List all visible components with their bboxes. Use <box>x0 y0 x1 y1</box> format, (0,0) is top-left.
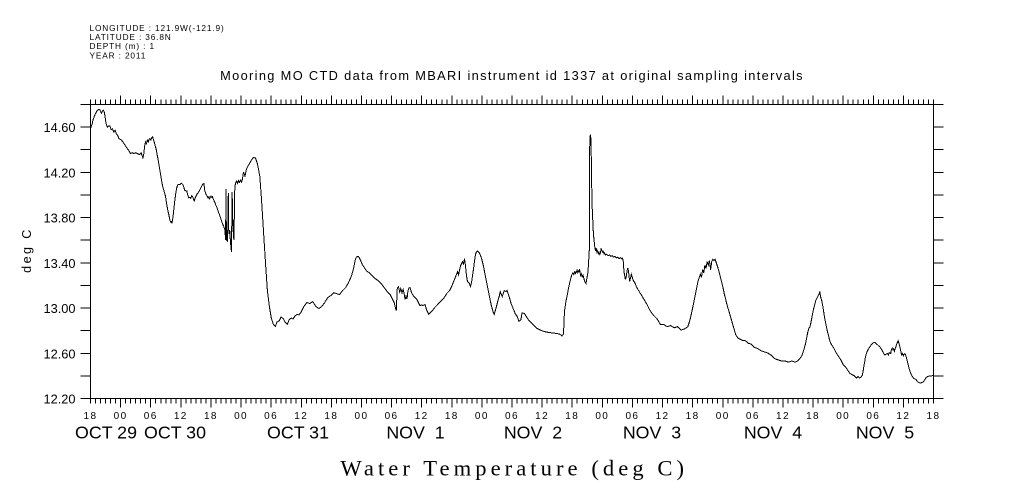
svg-text:12: 12 <box>776 411 790 422</box>
svg-text:deg C: deg C <box>20 227 34 273</box>
svg-text:NOV 2: NOV 2 <box>504 423 562 443</box>
svg-text:12: 12 <box>415 411 429 422</box>
svg-text:06: 06 <box>385 411 399 422</box>
svg-text:NOV 5: NOV 5 <box>856 423 914 443</box>
svg-text:DEPTH (m) : 1: DEPTH (m) : 1 <box>90 41 155 51</box>
svg-text:06: 06 <box>746 411 760 422</box>
svg-text:12: 12 <box>174 411 188 422</box>
svg-text:18: 18 <box>204 411 218 422</box>
svg-text:12.20: 12.20 <box>43 392 75 407</box>
svg-text:12: 12 <box>294 411 308 422</box>
svg-text:NOV 3: NOV 3 <box>623 423 681 443</box>
svg-text:18: 18 <box>686 411 700 422</box>
svg-text:14.60: 14.60 <box>43 120 75 135</box>
svg-text:NOV 4: NOV 4 <box>744 423 802 443</box>
svg-text:13.40: 13.40 <box>43 256 75 271</box>
svg-text:12: 12 <box>535 411 549 422</box>
svg-text:Mooring MO CTD data from MBARI: Mooring MO CTD data from MBARI instrumen… <box>220 68 804 83</box>
svg-text:18: 18 <box>565 411 579 422</box>
svg-text:13.80: 13.80 <box>43 211 75 226</box>
svg-text:00: 00 <box>234 411 248 422</box>
svg-text:NOV 1: NOV 1 <box>386 423 444 443</box>
svg-text:OCT 31: OCT 31 <box>267 423 329 443</box>
svg-text:12.60: 12.60 <box>43 346 75 361</box>
svg-text:18: 18 <box>84 411 98 422</box>
svg-text:14.20: 14.20 <box>43 165 75 180</box>
svg-text:18: 18 <box>445 411 459 422</box>
svg-text:YEAR : 2011: YEAR : 2011 <box>90 50 147 60</box>
svg-text:00: 00 <box>354 411 368 422</box>
svg-text:OCT 29: OCT 29 <box>75 423 137 443</box>
svg-text:06: 06 <box>144 411 158 422</box>
svg-text:18: 18 <box>806 411 820 422</box>
svg-text:06: 06 <box>866 411 880 422</box>
svg-text:18: 18 <box>324 411 338 422</box>
svg-text:00: 00 <box>836 411 850 422</box>
svg-text:Water Temperature (deg C): Water Temperature (deg C) <box>340 455 688 480</box>
svg-text:00: 00 <box>475 411 489 422</box>
svg-text:00: 00 <box>114 411 128 422</box>
svg-text:00: 00 <box>595 411 609 422</box>
svg-text:06: 06 <box>264 411 278 422</box>
svg-text:OCT 30: OCT 30 <box>144 423 206 443</box>
svg-text:00: 00 <box>716 411 730 422</box>
svg-text:13.00: 13.00 <box>43 301 75 316</box>
svg-text:12: 12 <box>896 411 910 422</box>
svg-text:18: 18 <box>927 411 941 422</box>
svg-text:06: 06 <box>505 411 519 422</box>
svg-text:LATITUDE : 36.8N: LATITUDE : 36.8N <box>90 32 172 42</box>
svg-text:06: 06 <box>625 411 639 422</box>
svg-text:LONGITUDE : 121.9W(-121.9): LONGITUDE : 121.9W(-121.9) <box>90 23 225 33</box>
svg-text:12: 12 <box>656 411 670 422</box>
